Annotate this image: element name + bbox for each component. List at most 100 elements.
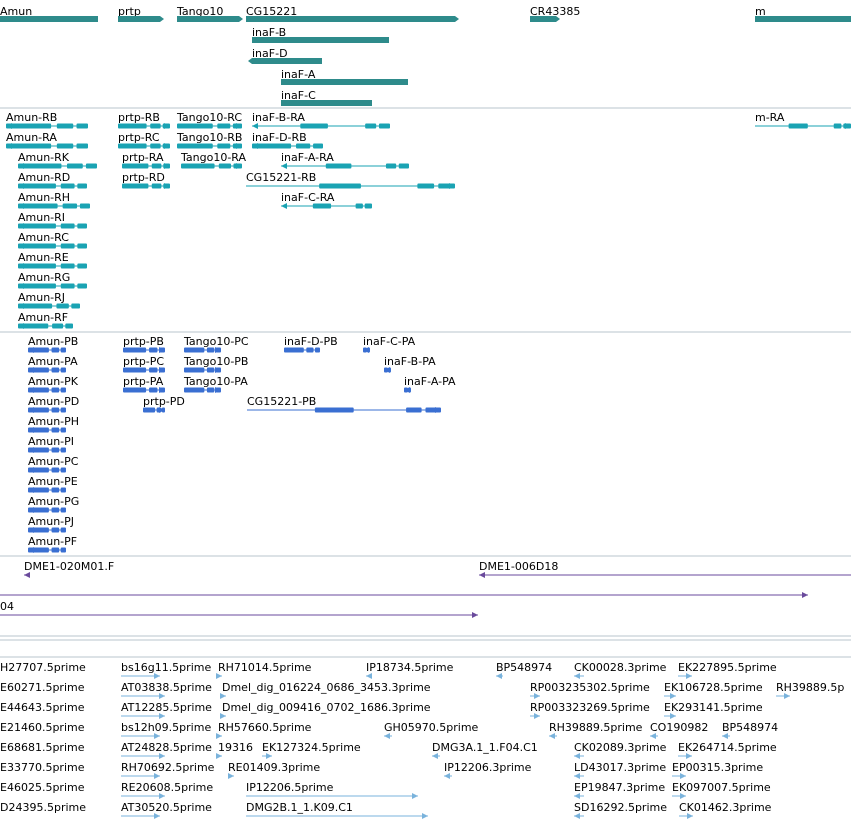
est-feature[interactable]: RE01409.3prime	[228, 761, 320, 779]
est-feature[interactable]: CK01462.3prime	[679, 801, 772, 819]
est-feature[interactable]: BP548974	[722, 721, 778, 739]
clone-feature[interactable]: 04	[0, 600, 478, 618]
protein-feature[interactable]: inaF-D-PB	[284, 335, 338, 353]
clone-feature[interactable]: DME1-020M01.F	[24, 560, 114, 578]
est-feature[interactable]: E44643.5prime	[0, 701, 85, 714]
protein-feature[interactable]: Amun-PH	[28, 415, 79, 433]
est-feature[interactable]: CO190982	[650, 721, 708, 739]
transcript-feature[interactable]: inaF-B-RA	[252, 111, 390, 129]
est-feature[interactable]: IP12206.3prime	[444, 761, 532, 779]
transcript-feature[interactable]: Amun-RK	[18, 151, 97, 169]
transcript-feature[interactable]: Amun-RC	[18, 231, 87, 249]
est-feature[interactable]: bs16g11.5prime	[121, 661, 211, 679]
est-feature[interactable]: bs12h09.5prime	[121, 721, 211, 739]
est-feature[interactable]: EK264714.5prime	[678, 741, 777, 759]
protein-feature[interactable]: prtp-PB	[123, 335, 165, 353]
protein-feature[interactable]: inaF-A-PA	[404, 375, 456, 393]
gene-feature[interactable]: inaF-D	[248, 47, 322, 64]
est-feature[interactable]: EK293141.5prime	[664, 701, 763, 719]
protein-feature[interactable]: Tango10-PC	[183, 335, 249, 353]
transcript-feature[interactable]: Tango10-RC	[176, 111, 242, 129]
gene-feature[interactable]: prtp	[118, 5, 164, 22]
est-feature[interactable]: AT24828.5prime	[121, 741, 212, 759]
est-feature[interactable]: RH39889.5prime	[549, 721, 643, 739]
est-feature[interactable]: SD16292.5prime	[574, 801, 667, 819]
protein-feature[interactable]: Tango10-PA	[183, 375, 248, 393]
est-feature[interactable]: DMG2B.1_1.K09.C1	[246, 801, 428, 819]
gene-feature[interactable]: m	[755, 5, 851, 22]
est-feature[interactable]: RE20608.5prime	[121, 781, 213, 799]
est-feature[interactable]: 19316	[216, 741, 253, 759]
gene-feature[interactable]: CG15221	[246, 5, 459, 22]
transcript-feature[interactable]: Amun-RA	[6, 131, 88, 149]
transcript-feature[interactable]: Amun-RG	[18, 271, 87, 289]
transcript-feature[interactable]: m-RA	[755, 111, 851, 129]
transcript-feature[interactable]: Tango10-RB	[176, 131, 242, 149]
est-feature[interactable]: Dmel_dig_009416_0702_1686.3prime	[220, 701, 431, 719]
est-feature[interactable]: BP548974	[496, 661, 552, 679]
est-feature[interactable]: RH57660.5prime	[216, 721, 312, 739]
est-feature[interactable]: CK00028.3prime	[574, 661, 667, 679]
est-feature[interactable]: RH71014.5prime	[216, 661, 312, 679]
protein-feature[interactable]: Amun-PA	[28, 355, 78, 373]
transcript-feature[interactable]: Tango10-RA	[180, 151, 246, 169]
protein-feature[interactable]: prtp-PD	[143, 395, 185, 413]
est-feature[interactable]: GH05970.5prime	[384, 721, 479, 739]
transcript-feature[interactable]: Amun-RF	[18, 311, 73, 329]
protein-feature[interactable]: Amun-PG	[28, 495, 79, 513]
gene-feature[interactable]: inaF-B	[252, 26, 389, 43]
est-feature[interactable]: RP003323269.5prime	[530, 701, 650, 719]
protein-feature[interactable]: Amun-PI	[28, 435, 74, 453]
transcript-feature[interactable]: prtp-RA	[122, 151, 170, 169]
transcript-feature[interactable]: prtp-RD	[122, 171, 170, 189]
protein-feature[interactable]: inaF-B-PA	[384, 355, 436, 373]
transcript-feature[interactable]: inaF-C-RA	[281, 191, 372, 209]
protein-feature[interactable]: Tango10-PB	[183, 355, 248, 373]
protein-feature[interactable]: Amun-PB	[28, 335, 78, 353]
clone-feature[interactable]	[0, 592, 808, 598]
est-feature[interactable]: EK097007.5prime	[672, 781, 771, 799]
protein-feature[interactable]: prtp-PA	[123, 375, 165, 393]
est-feature[interactable]: LD43017.3prime	[574, 761, 666, 779]
gene-feature[interactable]: inaF-C	[281, 89, 372, 106]
transcript-feature[interactable]: Amun-RE	[18, 251, 87, 269]
transcript-feature[interactable]: Amun-RB	[6, 111, 88, 129]
transcript-feature[interactable]: prtp-RC	[118, 131, 170, 149]
est-feature[interactable]: EP19847.3prime	[574, 781, 665, 799]
est-feature[interactable]: AT30520.5prime	[121, 801, 212, 819]
est-feature[interactable]: AT03838.5prime	[121, 681, 212, 699]
est-feature[interactable]: EP00315.3prime	[672, 761, 763, 779]
est-feature[interactable]: EK127324.5prime	[262, 741, 361, 759]
protein-feature[interactable]: Amun-PE	[28, 475, 78, 493]
est-feature[interactable]: H27707.5prime	[0, 661, 86, 674]
est-feature[interactable]: IP12206.5prime	[246, 781, 418, 799]
est-feature[interactable]: D24395.5prime	[0, 801, 86, 814]
transcript-feature[interactable]: CG15221-RB	[246, 171, 455, 189]
gene-feature[interactable]: Tango10	[176, 5, 243, 22]
est-feature[interactable]: EK227895.5prime	[678, 661, 777, 679]
protein-feature[interactable]: Amun-PK	[28, 375, 79, 393]
est-feature[interactable]: E46025.5prime	[0, 781, 85, 794]
est-feature[interactable]: Dmel_dig_016224_0686_3453.3prime	[220, 681, 431, 699]
protein-feature[interactable]: Amun-PD	[28, 395, 79, 413]
transcript-feature[interactable]: Amun-RD	[18, 171, 87, 189]
transcript-feature[interactable]: inaF-D-RB	[252, 131, 323, 149]
clone-feature[interactable]: DME1-006D18	[479, 560, 851, 578]
gene-feature[interactable]: inaF-A	[281, 68, 408, 85]
est-feature[interactable]: RP003235302.5prime	[530, 681, 650, 699]
est-feature[interactable]: E68681.5prime	[0, 741, 85, 754]
protein-feature[interactable]: Amun-PC	[28, 455, 79, 473]
protein-feature[interactable]: Amun-PJ	[28, 515, 74, 533]
est-feature[interactable]: CK02089.3prime	[574, 741, 667, 759]
est-feature[interactable]: DMG3A.1_1.F04.C1	[432, 741, 538, 759]
protein-feature[interactable]: inaF-C-PA	[363, 335, 416, 353]
transcript-feature[interactable]: Amun-RJ	[18, 291, 80, 309]
est-feature[interactable]: E21460.5prime	[0, 721, 85, 734]
transcript-feature[interactable]: Amun-RH	[18, 191, 90, 209]
protein-feature[interactable]: CG15221-PB	[247, 395, 441, 413]
est-feature[interactable]: E33770.5prime	[0, 761, 85, 774]
est-feature[interactable]: IP18734.5prime	[366, 661, 454, 679]
est-feature[interactable]: EK106728.5prime	[664, 681, 763, 699]
est-feature[interactable]: RH39889.5p	[776, 681, 844, 699]
est-feature[interactable]: E60271.5prime	[0, 681, 85, 694]
